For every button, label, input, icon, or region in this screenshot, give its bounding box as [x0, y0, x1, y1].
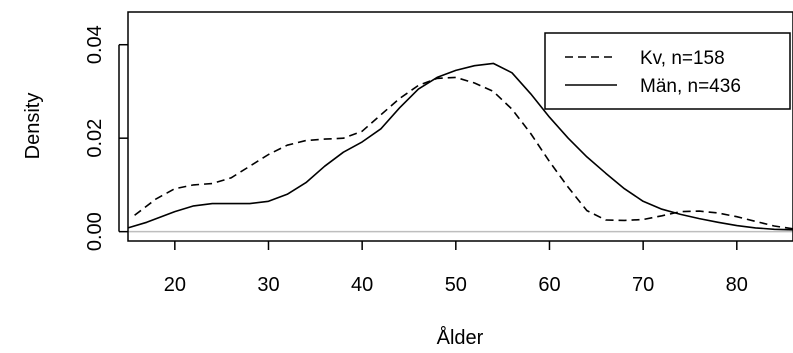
x-axis: 20 30 40 50 60 70 80 [164, 241, 748, 296]
y-tick-label: 0.04 [84, 25, 106, 64]
x-tick-label: 60 [538, 274, 560, 296]
x-tick-label: 40 [351, 274, 373, 296]
x-axis-label: Ålder [437, 326, 484, 349]
legend-label-kv: Kv, n=158 [640, 48, 725, 69]
x-tick-label: 70 [632, 274, 654, 296]
series-line-1 [127, 62, 793, 231]
legend: Kv, n=158 Män, n=436 [544, 32, 791, 110]
x-tick-label: 50 [445, 274, 467, 296]
y-tick-label: 0.00 [84, 212, 106, 251]
series-layer [127, 62, 793, 231]
legend-box [544, 32, 791, 110]
x-tick-label: 30 [257, 274, 279, 296]
y-axis-label: Density [22, 93, 44, 160]
y-tick-label: 0.02 [84, 119, 106, 158]
y-axis: 0.00 0.02 0.04 [84, 25, 128, 251]
x-tick-label: 20 [164, 274, 186, 296]
legend-label-man: Män, n=436 [640, 76, 741, 97]
x-tick-label: 80 [726, 274, 748, 296]
plot-frame [127, 11, 793, 242]
series-line-0 [134, 76, 793, 230]
